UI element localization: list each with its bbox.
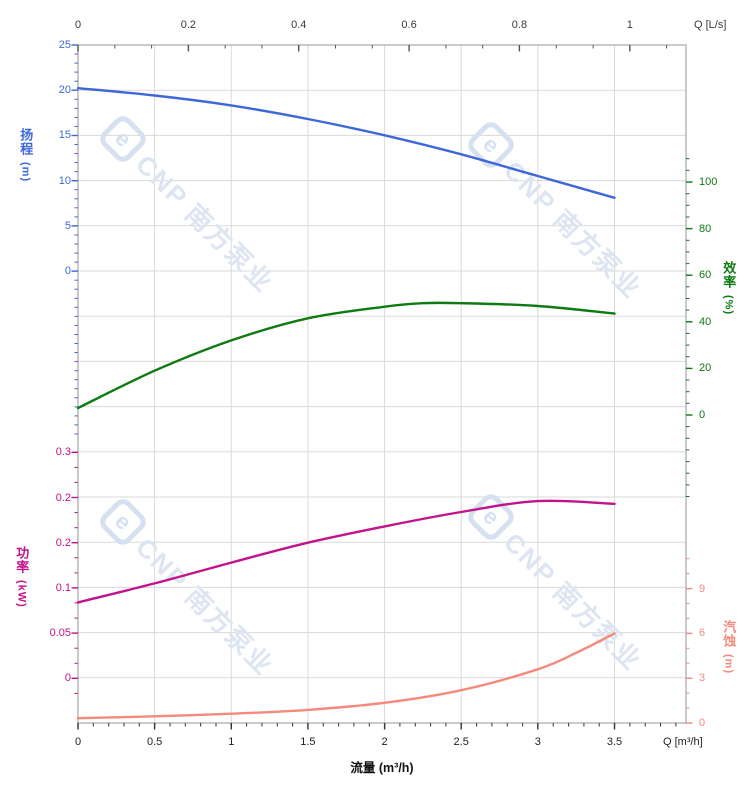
bottom-axis-tick-label: 0 (74, 736, 82, 748)
top-axis-tick-label: 1 (626, 19, 633, 31)
bottom-axis-tick-label: 2.5 (453, 736, 469, 748)
head-axis-title: 扬程 (m) (18, 128, 34, 183)
efficiency-axis-title-text: 效率 (721, 261, 737, 289)
flow-axis-title: 流量 (m³/h) (350, 761, 414, 775)
npsh-axis-tick-label: 3 (699, 672, 706, 685)
bottom-axis-tick-label: 3.5 (606, 736, 623, 748)
bottom-axis-tick-label: 1 (228, 736, 235, 748)
power-axis-tick-label: 0.1 (55, 581, 71, 594)
head-axis-tick-label: 5 (64, 219, 71, 232)
efficiency-axis-unit: (%) (722, 295, 735, 316)
head-axis-tick-label: 25 (58, 39, 71, 51)
efficiency-axis-tick-label: 80 (699, 222, 712, 235)
watermark-text: CNP 南方泵业 (498, 154, 649, 305)
top-flow-unit-label: Q [L/s] (694, 19, 727, 31)
efficiency-curve (76, 301, 616, 410)
bottom-axis-tick-label: 0.5 (146, 736, 163, 748)
npsh-curve (76, 632, 616, 720)
npsh-axis-tick-label: 9 (699, 582, 706, 595)
head-axis-title-text: 扬程 (18, 128, 34, 156)
top-axis-tick-label: 0.2 (180, 19, 197, 31)
power-axis-unit: (kW) (15, 580, 28, 608)
efficiency-axis-tick-label: 60 (699, 269, 712, 282)
head-axis-tick-label: 10 (58, 174, 71, 187)
power-axis-tick-label: 0.3 (55, 446, 71, 459)
head-axis-tick-label: 20 (58, 84, 71, 97)
bottom-flow-unit-label: Q [m³/h] (663, 736, 703, 748)
npsh-axis-unit: (m) (722, 654, 735, 675)
head-axis-tick-label: 0 (64, 265, 71, 278)
bottom-axis-tick-label: 1.5 (300, 736, 316, 748)
head-axis-tick-label: 15 (58, 129, 71, 142)
watermark: e CNP 南方泵业 (96, 112, 284, 300)
efficiency-axis-tick-label: 0 (699, 409, 706, 421)
watermark: e CNP 南方泵业 (96, 495, 284, 683)
npsh-axis-tick-label: 6 (699, 627, 706, 640)
npsh-axis-title: 汽蚀 (m) (721, 620, 737, 675)
power-axis-tick-label: 0.05 (49, 627, 71, 640)
watermark: e CNP 南方泵业 (464, 118, 652, 306)
top-axis-tick-label: 0.6 (401, 19, 417, 31)
bottom-axis-tick-label: 2 (381, 736, 388, 748)
power-axis-title-text: 功率 (14, 546, 30, 574)
head-axis-unit: (m) (19, 162, 32, 183)
efficiency-axis-title: 效率 (%) (721, 261, 737, 316)
watermark: e CNP 南方泵业 (464, 490, 652, 678)
watermark-text: CNP 南方泵业 (130, 148, 281, 299)
power-axis-tick-label: 0.2 (55, 536, 71, 549)
top-axis-tick-label: 0 (74, 19, 82, 31)
npsh-axis-title-text: 汽蚀 (721, 620, 737, 648)
bottom-axis-tick-label: 3 (534, 736, 541, 748)
efficiency-axis-tick-label: 20 (699, 362, 712, 375)
efficiency-axis-tick-label: 100 (699, 176, 718, 188)
top-axis-tick-label: 0.8 (511, 19, 528, 31)
efficiency-axis-tick-label: 40 (699, 315, 712, 328)
top-axis-tick-label: 0.4 (291, 19, 307, 31)
power-axis-title: 功率 (kW) (14, 546, 30, 608)
power-axis-tick-label: 0.2 (55, 491, 71, 504)
npsh-axis-tick-label: 0 (699, 717, 706, 729)
watermark-text: CNP 南方泵业 (130, 531, 281, 682)
power-axis-tick-label: 0 (64, 672, 71, 685)
watermark-text: CNP 南方泵业 (498, 526, 649, 677)
